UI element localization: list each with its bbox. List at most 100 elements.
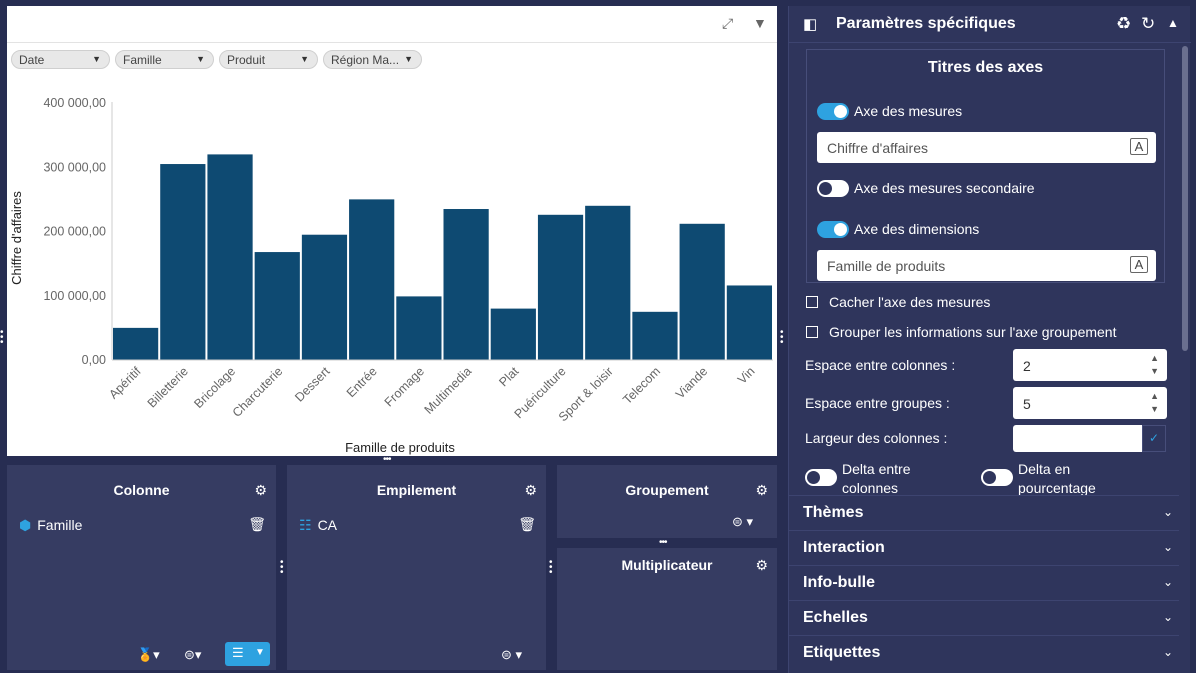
resize-handle-zone-1[interactable]: • • • [280,557,284,578]
axe-mesures-value: Chiffre d'affaires [827,140,928,156]
medal-icon[interactable]: 🏅▾ [137,647,160,662]
filter-produit[interactable]: Produit ▼ [219,50,318,69]
label-delta-pourcentage: Delta en pourcentage [1018,461,1096,496]
zone-multiplicateur[interactable]: Multiplicateur ⚙ [557,548,777,670]
x-tick-label: Plat [496,364,522,390]
trash-icon[interactable]: 🗑 [248,516,266,532]
spinner-arrows[interactable]: ▲ ▼ [1150,391,1159,414]
axe-mesures-input[interactable]: Chiffre d'affaires A [817,132,1156,163]
y-tick-label: 300 000,00 [43,160,106,174]
resize-handle-right[interactable]: • • • [780,327,784,348]
chevron-down-icon: ⌄ [1162,575,1173,589]
section-interaction[interactable]: Interaction ⌄ [789,530,1179,565]
section-info-bulle[interactable]: Info-bulle ⌄ [789,565,1179,600]
y-tick-label: 0,00 [82,353,106,367]
zone-item-ca[interactable]: ☷ CA [299,517,337,534]
panel-toggle-icon[interactable]: ◧ [803,16,818,33]
bar[interactable] [679,223,725,360]
refresh-icon[interactable]: ↻ [1141,14,1156,33]
bar[interactable] [254,252,300,360]
bar[interactable] [490,308,536,360]
translate-icon[interactable]: A [1130,138,1148,155]
x-tick-label: Vin [735,364,758,387]
bar[interactable] [537,214,584,360]
gear-icon[interactable]: ⚙ [755,557,768,573]
section-label: Interaction [803,539,885,556]
bar[interactable] [160,164,206,360]
gear-icon[interactable]: ⚙ [524,482,537,498]
resize-handle-zone-3[interactable]: ••• [659,537,667,548]
checkbox-grouper-infos[interactable] [806,326,818,338]
espace-groupes-input[interactable]: 5 ▲ ▼ [1013,387,1167,419]
checkbox-cacher-axe[interactable] [806,296,818,308]
chevron-down-icon: ⌄ [1162,645,1173,659]
toggle-axe-dimensions[interactable] [817,221,849,238]
bar[interactable] [207,154,253,360]
section-label: Thèmes [803,504,864,521]
chevron-up-icon[interactable]: ▲ [1167,16,1179,30]
bar-chart: 0,00 100 000,00 200 000,00 300 000,00 400 00… [9,96,773,455]
section-etiquettes[interactable]: Etiquettes ⌄ [789,635,1179,670]
expand-icon[interactable]: ⤢ [722,15,734,31]
zone-groupement[interactable]: Groupement ⚙ ⊜ ▾ [557,465,777,538]
zone-title: Groupement [625,482,709,498]
chevron-down-icon[interactable]: ▼ [753,15,767,31]
x-tick-label: Billetterie [145,364,191,410]
caret-down-icon: ▼ [92,54,101,64]
caret-down-icon: ▼ [300,54,309,64]
chevron-down-icon: ⌄ [1162,610,1173,624]
section-echelles[interactable]: Echelles ⌄ [789,600,1179,635]
x-tick-label: Telecom [620,364,663,407]
axe-dimensions-input[interactable]: Famille de produits A [817,250,1156,281]
espace-groupes-value: 5 [1023,396,1031,412]
section-label: Info-bulle [803,574,875,591]
toggle-axe-mesures-secondaire[interactable] [817,180,849,197]
chart-toolbar: ⤢ ▼ [7,6,777,43]
filter-region[interactable]: Région Ma... ▼ [323,50,422,69]
equals-circle-icon[interactable]: ⊜ ▾ [501,647,523,662]
spinner-arrows[interactable]: ▲ ▼ [1150,353,1159,376]
bar[interactable] [585,205,631,360]
label-cacher-axe: Cacher l'axe des mesures [829,294,991,310]
sort-bars-button[interactable]: ☰ ▼ [225,642,270,666]
largeur-colonnes-input[interactable] [1013,425,1142,452]
espace-colonnes-input[interactable]: 2 ▲ ▼ [1013,349,1167,381]
gear-icon[interactable]: ⚙ [254,482,267,498]
bar[interactable] [396,296,442,360]
equals-circle-icon[interactable]: ⊜▾ [184,647,202,662]
zone-item-famille[interactable]: ⬢ Famille [19,517,82,534]
check-icon[interactable]: ✓ [1142,425,1166,452]
resize-handle-zone-2[interactable]: • • • [549,557,553,578]
bar[interactable] [349,199,395,360]
resize-handle-left[interactable]: • • • [0,327,4,348]
x-tick-label: Multimedia [422,364,475,417]
zone-title: Empilement [376,482,457,498]
axe-dimensions-value: Famille de produits [827,258,946,274]
gear-icon[interactable]: ⚙ [755,482,768,498]
filter-date[interactable]: Date ▼ [11,50,110,69]
equals-circle-icon[interactable]: ⊜ ▾ [732,514,754,529]
toggle-axe-mesures[interactable] [817,103,849,120]
bar[interactable] [726,285,772,360]
recycle-icon[interactable]: ♻ [1116,14,1132,33]
scrollbar[interactable] [1182,46,1188,351]
cube-icon: ⬢ [19,517,32,533]
bar[interactable] [301,234,348,360]
zone-title: Colonne [113,482,170,498]
toggle-delta-colonnes[interactable] [805,469,837,486]
section-themes[interactable]: Thèmes ⌄ [789,495,1179,530]
zone-item-label: Famille [37,517,83,533]
resize-handle-bottom[interactable]: ••• [383,454,391,465]
bar[interactable] [632,311,678,360]
toggle-delta-pourcentage[interactable] [981,469,1013,486]
translate-icon[interactable]: A [1130,256,1148,273]
bar[interactable] [443,209,489,360]
zone-empilement[interactable]: Empilement ⚙ ☷ CA 🗑 ⊜ ▾ [287,465,546,670]
x-axis-title: Famille de produits [345,440,455,455]
zone-colonne[interactable]: Colonne ⚙ ⬢ Famille 🗑 🏅▾ ⊜▾ ☰ ▼ [7,465,276,670]
filter-famille[interactable]: Famille ▼ [115,50,214,69]
bars-icon: ☰ [232,645,244,660]
trash-icon[interactable]: 🗑 [518,516,536,532]
bar[interactable] [113,327,159,360]
x-tick-label: Apéritif [106,364,144,402]
